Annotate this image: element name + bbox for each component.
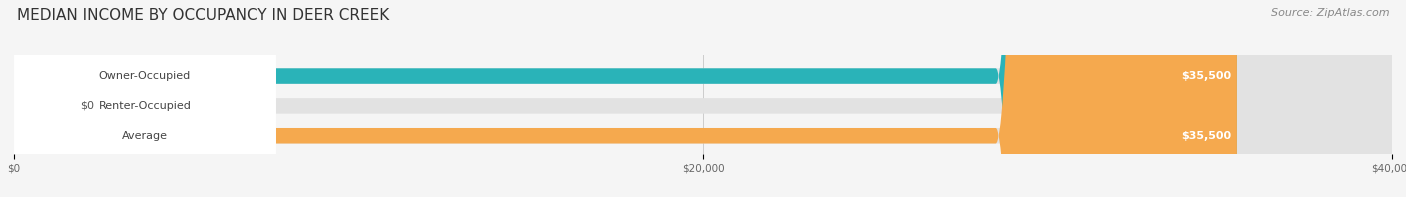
Text: $35,500: $35,500 (1181, 71, 1232, 81)
Text: Renter-Occupied: Renter-Occupied (98, 101, 191, 111)
Text: MEDIAN INCOME BY OCCUPANCY IN DEER CREEK: MEDIAN INCOME BY OCCUPANCY IN DEER CREEK (17, 8, 389, 23)
FancyBboxPatch shape (14, 0, 1392, 197)
Text: Average: Average (122, 131, 167, 141)
FancyBboxPatch shape (0, 0, 100, 197)
Text: $0: $0 (80, 101, 94, 111)
Text: Source: ZipAtlas.com: Source: ZipAtlas.com (1271, 8, 1389, 18)
Text: $35,500: $35,500 (1181, 131, 1232, 141)
FancyBboxPatch shape (14, 0, 276, 197)
FancyBboxPatch shape (14, 0, 1237, 197)
FancyBboxPatch shape (14, 0, 1392, 197)
Text: Owner-Occupied: Owner-Occupied (98, 71, 191, 81)
FancyBboxPatch shape (14, 0, 276, 197)
FancyBboxPatch shape (14, 0, 1392, 197)
FancyBboxPatch shape (14, 0, 1237, 197)
FancyBboxPatch shape (14, 0, 276, 197)
